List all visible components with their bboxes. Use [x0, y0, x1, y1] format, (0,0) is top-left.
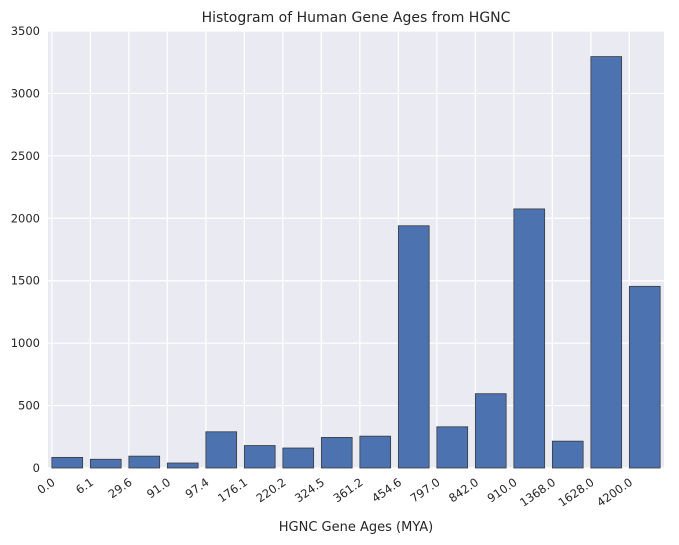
bar-176.1 — [243, 445, 276, 469]
x-tick-label: 1628.0 — [556, 475, 597, 510]
y-tick-labels: 0 500 1000 1500 2000 2500 3000 3500 — [11, 24, 40, 475]
bar-220.2 — [282, 447, 315, 469]
x-tick-label: 842.0 — [446, 475, 481, 505]
x-tick-label: 797.0 — [408, 475, 443, 505]
y-tick-label: 3500 — [11, 24, 40, 38]
bar-910.0 — [513, 208, 546, 469]
x-axis-label: HGNC Gene Ages (MYA) — [279, 520, 433, 535]
plot-area — [48, 31, 664, 468]
chart-title: Histogram of Human Gene Ages from HGNC — [202, 10, 511, 26]
bar-797.0 — [436, 426, 469, 469]
y-tick-label: 2500 — [11, 149, 40, 163]
y-tick-label: 0 — [33, 461, 40, 475]
bar-29.6 — [128, 455, 161, 469]
x-tick-label: 220.2 — [254, 475, 289, 505]
x-tick-label: 361.2 — [331, 475, 366, 505]
x-tick-label: 4200.0 — [594, 475, 635, 510]
x-tick-label: 0.0 — [35, 475, 58, 497]
x-tick-label: 910.0 — [485, 475, 520, 505]
bar-6.1 — [89, 458, 122, 469]
bar-1628.0 — [590, 56, 623, 469]
bar-1368.0 — [551, 440, 584, 469]
x-tick-label: 97.4 — [183, 475, 212, 501]
y-tick-label: 3000 — [11, 86, 40, 100]
bar-4200.0 — [628, 285, 661, 469]
bar-324.5 — [320, 437, 353, 469]
x-tick-label: 454.6 — [369, 475, 404, 505]
x-tick-label: 6.1 — [73, 475, 96, 497]
bar-454.6 — [397, 225, 430, 469]
y-tick-label: 2000 — [11, 211, 40, 225]
y-tick-label: 1000 — [11, 336, 40, 350]
x-tick-label: 91.0 — [144, 475, 173, 501]
x-tick-label: 324.5 — [292, 475, 327, 505]
bar-361.2 — [359, 435, 392, 469]
y-tick-label: 500 — [18, 399, 40, 413]
x-tick-label: 176.1 — [215, 475, 250, 505]
y-tick-label: 1500 — [11, 274, 40, 288]
bar-91.0 — [166, 462, 199, 469]
x-tick-labels: 0.0 6.1 29.6 91.0 97.4 176.1 220.2 324.5 361.2 45… — [35, 475, 636, 510]
x-tick-label: 1368.0 — [517, 475, 558, 510]
bar-97.4 — [205, 431, 238, 469]
x-tick-label: 29.6 — [106, 475, 135, 501]
bar-0.0 — [51, 456, 84, 469]
bar-842.0 — [474, 393, 507, 469]
bars — [51, 56, 661, 469]
